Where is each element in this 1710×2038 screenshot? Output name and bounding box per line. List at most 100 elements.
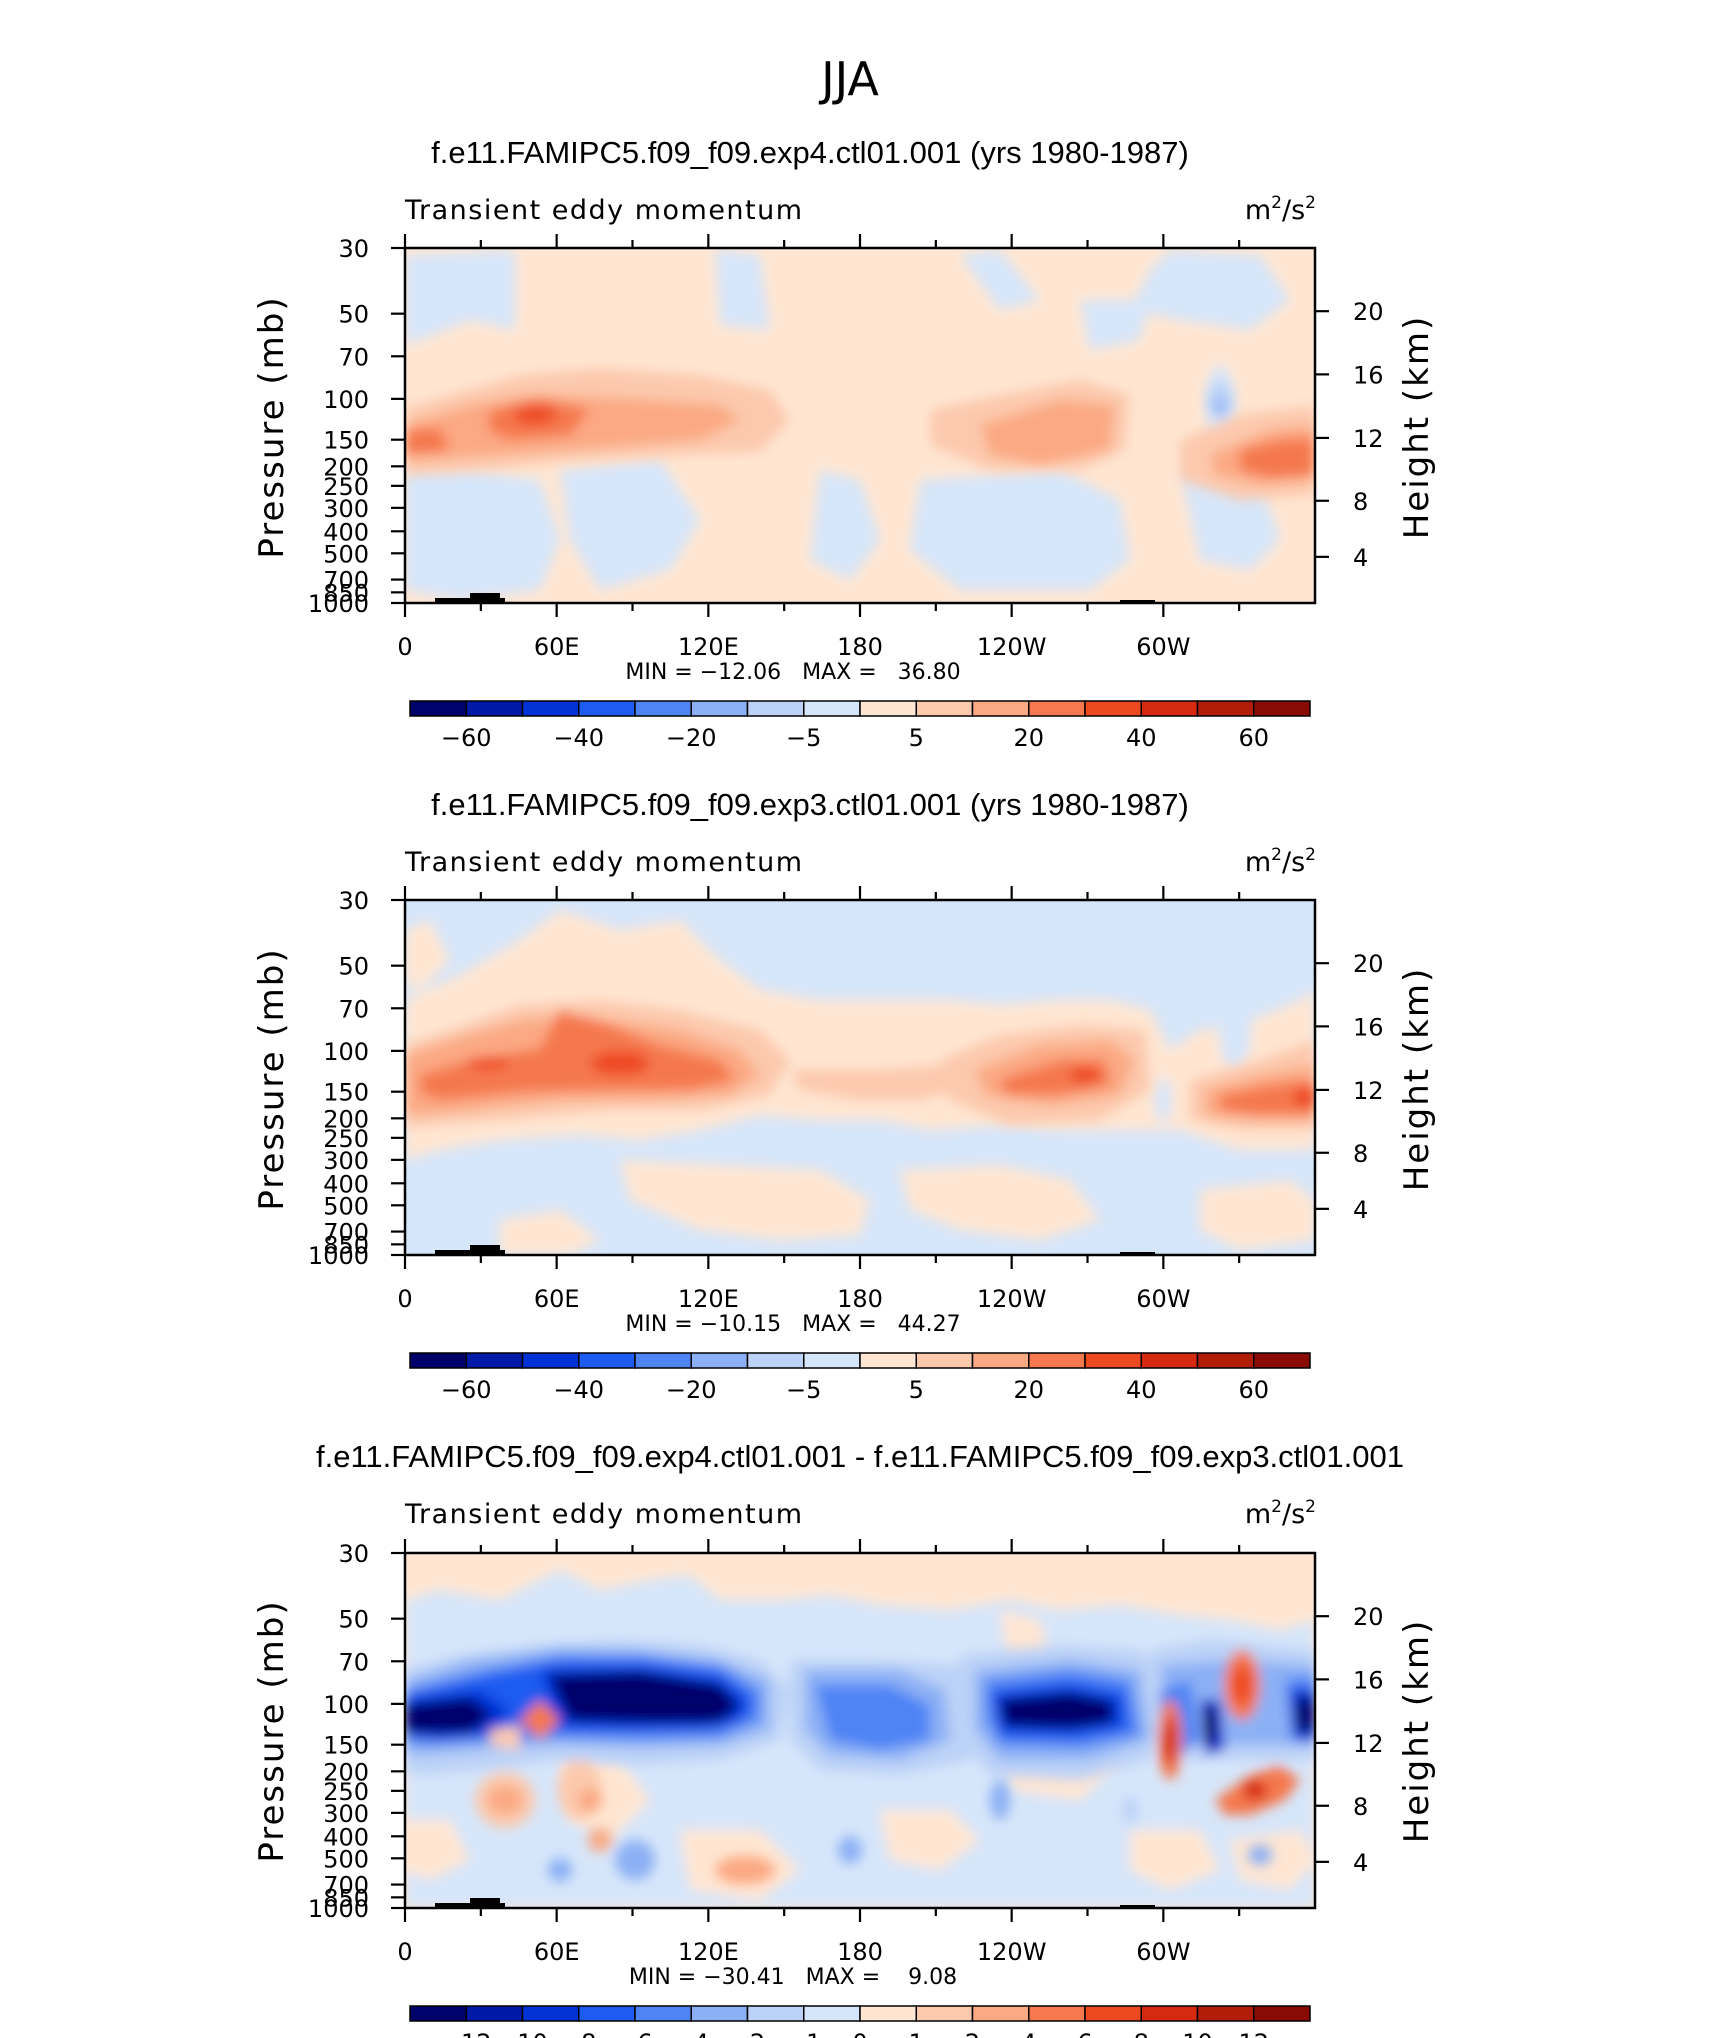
panel-exp3: f.e11.FAMIPC5.f09_f09.exp3.ctl01.001 (yr… — [252, 787, 1437, 1404]
y-tick-label: 50 — [338, 301, 369, 329]
y-tick-label: 150 — [323, 1079, 369, 1107]
y-right-tick-label: 4 — [1353, 1849, 1368, 1877]
units-label: m2/s2 — [1245, 1497, 1316, 1530]
panel-title: f.e11.FAMIPC5.f09_f09.exp3.ctl01.001 (yr… — [431, 787, 1189, 822]
y-tick-label: 700 — [323, 1219, 369, 1247]
colorbar-swatch — [746, 2005, 805, 2022]
y-right-tick-label: 8 — [1353, 1140, 1368, 1168]
colorbar-swatch — [803, 1352, 861, 1369]
y-right-tick-label: 8 — [1353, 1793, 1368, 1821]
colorbar-label: 5 — [909, 724, 924, 752]
colorbar-label: 2 — [965, 2029, 980, 2038]
x-tick-label: 180 — [837, 633, 883, 661]
y-tick-label: 500 — [323, 1192, 369, 1220]
colorbar-label: 60 — [1238, 724, 1269, 752]
y-right-tick-label: 20 — [1353, 950, 1384, 978]
colorbar-swatch — [1028, 700, 1086, 717]
colorbar-swatch — [1084, 1352, 1142, 1369]
y-tick-label: 250 — [323, 473, 369, 501]
colorbar-label: −5 — [786, 724, 821, 752]
colorbar-label: 8 — [1134, 2029, 1149, 2038]
y-tick-label: 30 — [338, 1540, 369, 1568]
contour-field — [405, 900, 1315, 1255]
colorbar-label: 40 — [1126, 724, 1157, 752]
colorbar-label: 5 — [909, 1376, 924, 1404]
colorbar-label: 20 — [1013, 724, 1044, 752]
y-tick-label: 50 — [338, 1606, 369, 1634]
y-tick-label: 150 — [323, 1732, 369, 1760]
colorbar-swatch — [521, 2005, 580, 2022]
y-tick-label: 300 — [323, 1800, 369, 1828]
y-tick-label: 400 — [323, 1170, 369, 1198]
colorbar-label: −60 — [441, 724, 492, 752]
colorbar-swatch — [1028, 1352, 1086, 1369]
x-tick-label: 120W — [977, 633, 1047, 661]
colorbar-swatch — [1084, 2005, 1142, 2022]
y-tick-label: 500 — [323, 1845, 369, 1873]
stats-label: MIN = −12.06 MAX = 36.80 — [625, 660, 960, 685]
y-tick-label: 850 — [323, 1231, 369, 1259]
colorbar-swatch — [409, 1352, 467, 1369]
y-tick-label: 700 — [323, 1872, 369, 1900]
colorbar-swatch — [859, 2005, 917, 2022]
axes: 0 60E 120E 180 120W 60W3050701001502002503004… — [308, 886, 1384, 1313]
colorbar-swatch — [803, 2005, 861, 2022]
colorbar-label: −20 — [666, 724, 717, 752]
y-right-tick-label: 20 — [1353, 298, 1384, 326]
x-tick-label: 120W — [977, 1938, 1047, 1966]
y-tick-label: 400 — [323, 518, 369, 546]
x-tick-label: 180 — [837, 1285, 883, 1313]
colorbar-swatch — [1140, 700, 1199, 717]
colorbar-swatch — [1253, 2005, 1311, 2022]
y-right-tick-label: 16 — [1353, 1013, 1384, 1041]
panel-title: f.e11.FAMIPC5.f09_f09.exp4.ctl01.001 (yr… — [431, 135, 1189, 170]
y-tick-label: 30 — [338, 887, 369, 915]
colorbar-label: 10 — [1182, 2029, 1213, 2038]
y-tick-label: 200 — [323, 453, 369, 481]
y-right-tick-label: 12 — [1353, 425, 1384, 453]
colorbar-swatch — [465, 700, 524, 717]
colorbar-swatch — [971, 700, 1030, 717]
colorbar-swatch — [971, 1352, 1030, 1369]
y-tick-label: 100 — [323, 386, 369, 414]
units-label: m2/s2 — [1245, 845, 1316, 878]
y-tick-label: 30 — [338, 235, 369, 263]
colorbar-swatch — [859, 1352, 917, 1369]
y-tick-label: 100 — [323, 1691, 369, 1719]
colorbar-swatch — [915, 2005, 974, 2022]
units-label: m2/s2 — [1245, 193, 1316, 226]
colorbar-label: 1 — [909, 2029, 924, 2038]
y-right-tick-label: 12 — [1353, 1730, 1384, 1758]
colorbar-swatch — [465, 1352, 524, 1369]
y-tick-label: 50 — [338, 953, 369, 981]
colorbar-swatch — [521, 700, 580, 717]
colorbar-swatch — [690, 1352, 749, 1369]
colorbar-swatch — [690, 700, 749, 717]
colorbar-label: −10 — [497, 2029, 548, 2038]
colorbar-swatch — [746, 700, 805, 717]
colorbar-swatch — [1196, 700, 1255, 717]
colorbar-swatch — [1196, 2005, 1255, 2022]
y-tick-label: 850 — [323, 1884, 369, 1912]
y-tick-label: 1000 — [308, 1895, 369, 1923]
x-tick-label: 60E — [534, 1285, 580, 1313]
colorbar-label: −1 — [786, 2029, 821, 2038]
axis-ylabel: Pressure (mb) — [252, 295, 292, 558]
x-tick-label: 120W — [977, 1285, 1047, 1313]
colorbar-label: 20 — [1013, 1376, 1044, 1404]
stats-label: MIN = −10.15 MAX = 44.27 — [625, 1312, 960, 1337]
y-tick-label: 300 — [323, 495, 369, 523]
stats-label: MIN = −30.41 MAX = 9.08 — [629, 1965, 957, 1990]
colorbar-swatch — [971, 2005, 1030, 2022]
axis-ylabel: Pressure (mb) — [252, 947, 292, 1210]
x-tick-label: 0 — [397, 1285, 412, 1313]
colorbar-label: −5 — [786, 1376, 821, 1404]
colorbar: −12−10−8−6−4−2−10124681012 — [409, 2005, 1311, 2038]
colorbar-swatch — [578, 2005, 636, 2022]
colorbar-label: −6 — [617, 2029, 652, 2038]
y-tick-label: 1000 — [308, 590, 369, 618]
colorbar-swatch — [1140, 1352, 1199, 1369]
y-tick-label: 700 — [323, 567, 369, 595]
colorbar-label: −40 — [553, 1376, 604, 1404]
